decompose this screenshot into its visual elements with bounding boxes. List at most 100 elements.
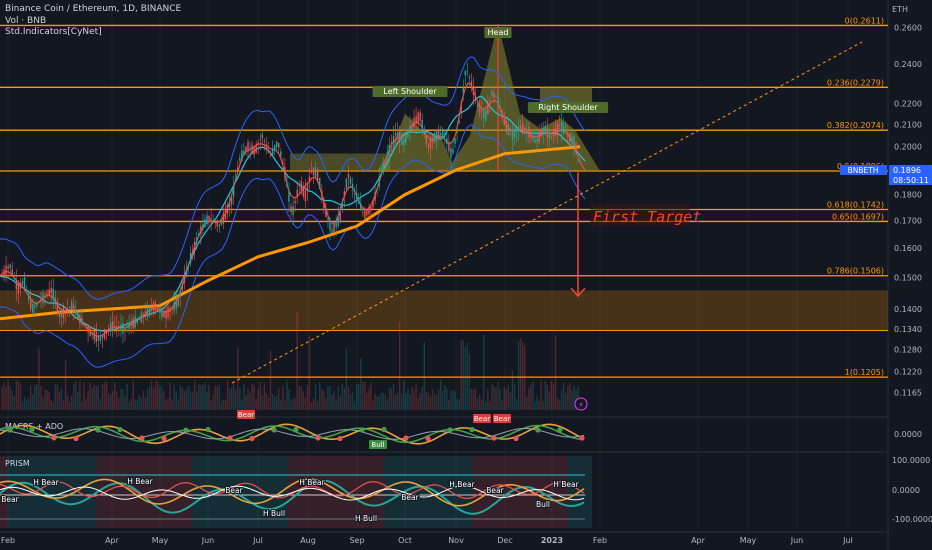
prism-bg-band (192, 456, 200, 528)
volume-bar (97, 384, 100, 410)
volume-bar (237, 348, 239, 410)
indicator-legend[interactable]: Std.Indicators[CyNet] (5, 27, 102, 37)
candle-body (571, 136, 573, 143)
volume-bar (257, 389, 259, 410)
prism-bg-band (320, 456, 328, 528)
candle-body (19, 282, 22, 290)
macrs-line-green (0, 424, 584, 444)
candle-body (333, 223, 335, 232)
volume-bar (522, 342, 524, 410)
candle-body (558, 124, 561, 126)
candle-body (77, 311, 79, 319)
prism-tag: H Bull (263, 509, 285, 518)
candle-body (329, 220, 331, 231)
candle-body (286, 181, 288, 187)
volume-bar (353, 401, 356, 410)
candle-body (249, 147, 251, 149)
candle-body (101, 334, 104, 338)
macrs-signal-dot (381, 426, 387, 433)
volume-bar (489, 401, 491, 410)
candle-body (212, 220, 214, 223)
candle-body (136, 318, 138, 323)
prism-tag: H Bear (553, 480, 579, 489)
volume-bar (226, 380, 229, 410)
prism-tag: Bull (536, 500, 550, 509)
right-shoulder-label-box (527, 102, 609, 113)
volume-bar (507, 384, 510, 410)
candle-body (536, 138, 538, 142)
volume-bar (112, 390, 114, 410)
candle-body (265, 144, 268, 150)
prism-bg-band (152, 456, 160, 528)
volume-bar (476, 398, 479, 410)
candle-body (569, 132, 571, 142)
volume-bar (487, 388, 489, 410)
candle-body (452, 149, 454, 153)
candle-body (17, 285, 20, 294)
candle-body (30, 299, 32, 309)
candle-body (114, 326, 116, 327)
volume-bar (116, 391, 118, 410)
volume-bar (390, 388, 393, 410)
price-tick: 0.1165 (894, 389, 922, 398)
symbol-title[interactable]: Binance Coin / Ethereum, 1D, BINANCE (5, 4, 182, 14)
candle-body (524, 127, 526, 131)
volume-bar (220, 401, 223, 410)
prism-bg-band (248, 456, 256, 528)
volume-bar (155, 380, 157, 410)
price-tick: 0.2100 (894, 121, 922, 130)
prism-title: PRISM (5, 459, 30, 468)
volume-bar (114, 382, 116, 410)
candle-body (464, 71, 466, 76)
prism-bg-band (80, 456, 88, 528)
candle-body (323, 199, 325, 209)
volume-bar (440, 380, 442, 410)
volume-bar (337, 386, 339, 410)
time-tick: Feb (593, 536, 607, 545)
target-label-box (590, 204, 690, 226)
volume-bar (317, 401, 319, 410)
price-tick: 0.2000 (894, 143, 922, 152)
candle-body (118, 326, 120, 329)
prism-bg-band (504, 456, 512, 528)
macrs-signal-dot (227, 435, 233, 441)
fib-label: 0.382(0.2074) (827, 121, 884, 130)
candle-body (42, 293, 44, 304)
volume-legend[interactable]: Vol · BNB (5, 15, 47, 26)
candle-body (347, 173, 350, 178)
price-axis: ETH0.26000.24000.22000.21000.20000.19000… (889, 0, 932, 550)
ema-200-line (0, 145, 581, 321)
volume-bar (263, 382, 266, 410)
prism-tag: Bear (401, 493, 419, 502)
candle-body (360, 203, 362, 210)
volume-bar (403, 380, 405, 410)
candle-body (255, 144, 257, 153)
fib-label: 0.65(0.1697) (832, 212, 884, 221)
price-tick: 0.1340 (894, 325, 922, 334)
volume-bar (423, 341, 425, 410)
candle-body (388, 144, 391, 152)
candle-body (312, 167, 315, 176)
prism-tag: H Bear (33, 478, 59, 487)
volume-bar (66, 395, 69, 410)
volume-bar (77, 391, 79, 410)
price-badge-countdown: 08:50:11 (893, 176, 929, 185)
volume-bars (1, 311, 579, 410)
volume-bar (569, 382, 571, 410)
prism-bg-band (16, 456, 24, 528)
candle-body (75, 310, 77, 314)
volume-bar (567, 386, 569, 410)
price-tick: 0.1500 (894, 274, 922, 283)
volume-bar (243, 384, 245, 410)
candle-body (474, 97, 477, 100)
prism-bg-band (352, 456, 360, 528)
volume-bar (413, 390, 415, 410)
volume-bar (319, 381, 321, 410)
candle-body (380, 175, 382, 176)
candle-body (435, 130, 438, 141)
candle-body (276, 141, 278, 148)
candle-body (52, 288, 54, 299)
macrs-signal-dot (293, 426, 299, 433)
volume-bar (491, 384, 493, 410)
prism-bg-band (48, 456, 56, 528)
